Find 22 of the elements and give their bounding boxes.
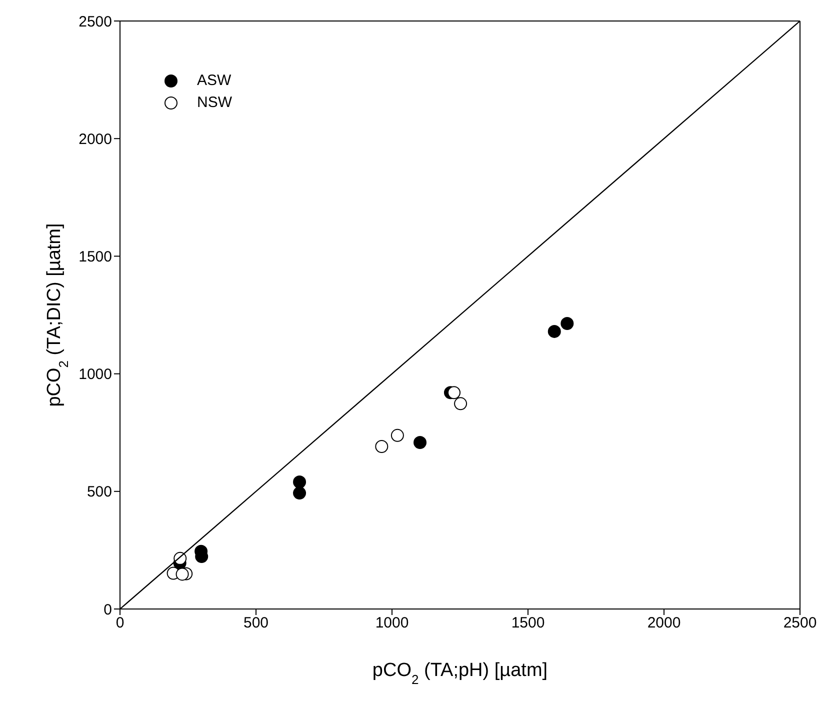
y-tick-label: 1000 <box>78 366 112 384</box>
y-tick-label: 500 <box>86 484 112 501</box>
point <box>293 475 306 488</box>
point <box>293 486 306 500</box>
x-tick-label: 2500 <box>783 614 817 632</box>
y-tick-label: 2500 <box>78 13 112 30</box>
x-tick-label: 0 <box>116 614 124 632</box>
x-axis-title: pCO$_{2}$ (TA;pH) [µatm] <box>372 660 548 686</box>
y-tick-label: 0 <box>104 601 112 618</box>
point <box>176 568 189 581</box>
y-tick-label: 1500 <box>78 248 112 266</box>
point <box>560 316 574 330</box>
point <box>448 386 461 400</box>
point <box>548 324 561 338</box>
legend-label: ASW <box>197 71 232 91</box>
legend-label: NSW <box>197 93 232 113</box>
point <box>414 436 427 449</box>
y-tick-label: 2000 <box>78 130 112 148</box>
x-tick-label: 500 <box>243 614 269 632</box>
x-tick-label: 2000 <box>647 614 681 632</box>
x-tick-label: 1000 <box>375 614 409 632</box>
x-tick-label: 1500 <box>511 614 545 632</box>
